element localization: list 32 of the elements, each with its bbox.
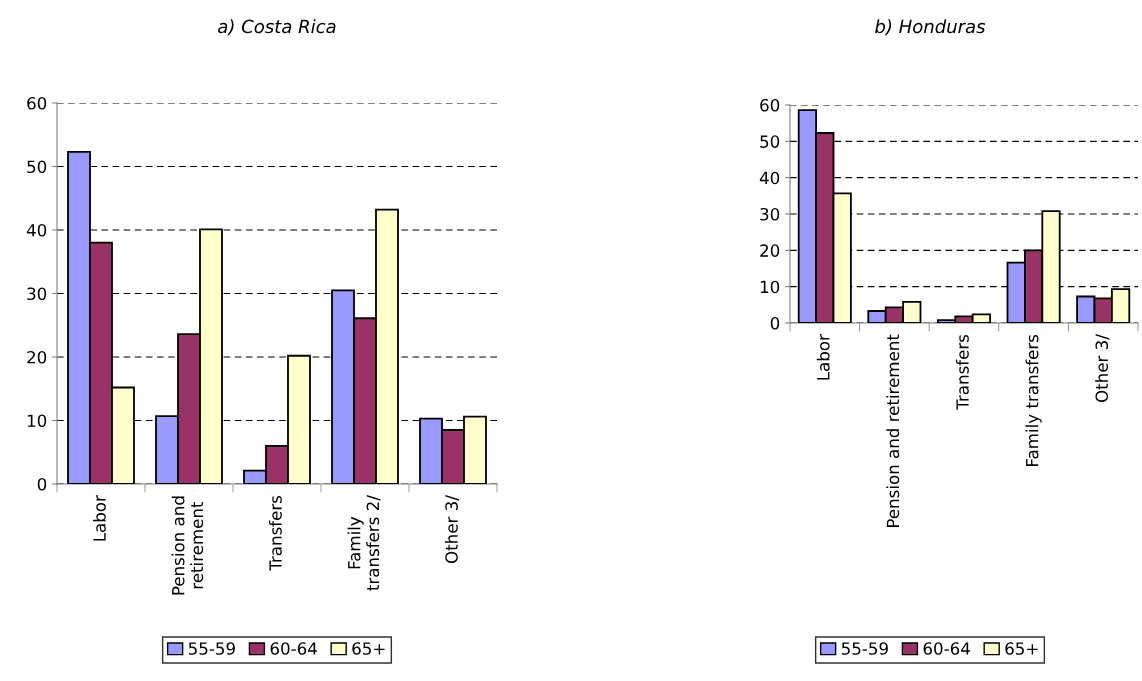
legend-label: 55-59 bbox=[188, 642, 235, 655]
x-tick-label: Other 3/ bbox=[1095, 334, 1110, 403]
y-tick-label: 0 bbox=[770, 316, 780, 330]
y-tick-label: 40 bbox=[26, 223, 47, 237]
legend-label: 65+ bbox=[352, 642, 385, 655]
x-tick-label: Other 3/ bbox=[444, 495, 460, 564]
x-tick-label: Family transfers bbox=[1025, 334, 1042, 466]
chart-title: a) Costa Rica bbox=[218, 19, 336, 36]
legend-label: 60-64 bbox=[923, 642, 970, 655]
y-tick-label: 50 bbox=[760, 135, 780, 148]
x-tick-label: Pension and retirement bbox=[886, 334, 900, 527]
x-tick-label: Labor bbox=[92, 495, 106, 541]
x-tick-label: Family transfers 2/ bbox=[347, 495, 381, 591]
x-tick-label: Transfers bbox=[268, 495, 282, 571]
y-tick-label: 40 bbox=[759, 171, 780, 185]
y-tick-label: 30 bbox=[27, 287, 47, 301]
y-tick-label: 50 bbox=[27, 160, 47, 174]
y-tick-label: 10 bbox=[760, 280, 780, 294]
legend-label: 65+ bbox=[1005, 642, 1038, 655]
legend-label: 55-59 bbox=[841, 642, 888, 655]
legend-label: 60-64 bbox=[270, 642, 317, 655]
y-tick-label: 20 bbox=[27, 350, 47, 364]
y-tick-label: 10 bbox=[27, 414, 47, 428]
x-tick-label: Transfers bbox=[955, 334, 969, 410]
y-tick-label: 0 bbox=[37, 477, 47, 491]
x-tick-label: Labor bbox=[816, 334, 830, 380]
chart-title: b) Honduras bbox=[875, 19, 986, 36]
y-tick-label: 20 bbox=[760, 244, 780, 257]
y-tick-label: 30 bbox=[760, 207, 780, 221]
y-tick-label: 60 bbox=[27, 96, 47, 110]
x-tick-label: Pension and retirement bbox=[171, 496, 204, 595]
y-tick-label: 60 bbox=[760, 98, 780, 112]
